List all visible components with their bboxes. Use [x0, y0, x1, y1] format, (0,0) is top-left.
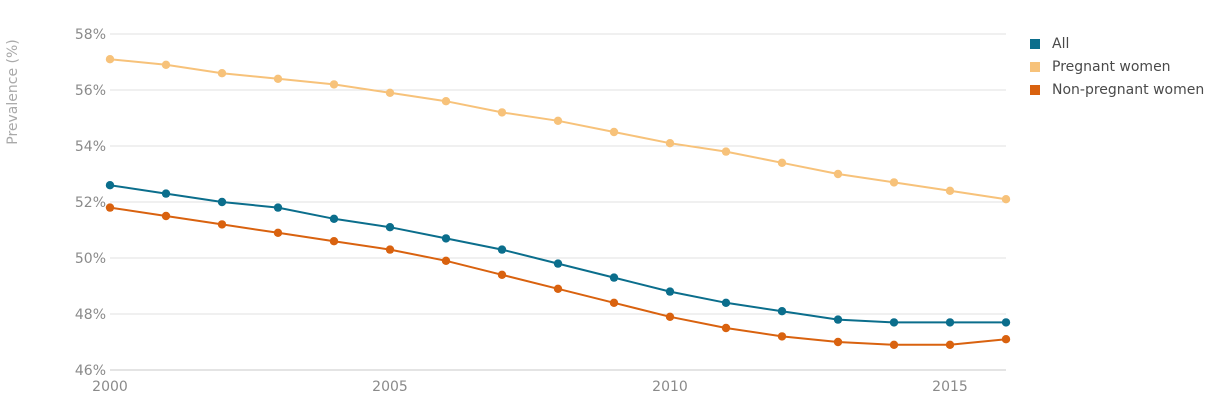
data-point — [609, 127, 619, 137]
y-tick-label: 52% — [75, 195, 106, 211]
data-point — [105, 203, 115, 212]
data-point — [497, 245, 507, 254]
data-point — [385, 245, 395, 254]
data-point — [273, 74, 283, 84]
data-point — [833, 315, 843, 324]
legend-label: Non-pregnant women — [1052, 81, 1205, 98]
data-point — [161, 60, 171, 69]
data-point — [777, 332, 787, 341]
data-point — [665, 312, 675, 321]
y-tick-label: 46% — [75, 363, 106, 379]
data-point — [217, 220, 227, 229]
data-point — [889, 318, 899, 327]
data-point — [609, 298, 619, 307]
series-all — [105, 181, 1011, 327]
data-point — [889, 178, 899, 187]
y-tick-label: 58% — [75, 27, 106, 43]
data-point — [945, 186, 955, 195]
data-point — [441, 234, 451, 243]
data-point — [1001, 318, 1011, 327]
data-point — [105, 181, 115, 190]
data-point — [665, 287, 675, 296]
data-point — [553, 116, 563, 126]
legend-swatch — [1030, 38, 1040, 49]
y-tick-label: 54% — [75, 139, 106, 155]
data-point — [441, 97, 451, 106]
data-point — [497, 108, 507, 117]
data-point — [1001, 335, 1011, 344]
y-tick-label: 56% — [75, 83, 106, 99]
legend-label: All — [1052, 35, 1070, 52]
data-point — [329, 214, 339, 223]
data-point — [945, 340, 955, 349]
x-axis-ticks: 2000 2005 2010 2015 — [92, 379, 968, 395]
x-tick-label: 2000 — [92, 379, 128, 395]
data-point — [833, 169, 843, 179]
data-point — [665, 139, 675, 148]
x-tick-label: 2005 — [372, 379, 408, 395]
data-point — [945, 318, 955, 327]
legend-swatch — [1030, 61, 1040, 72]
data-point — [385, 88, 395, 98]
data-point — [273, 203, 283, 212]
data-point — [553, 259, 563, 268]
data-point — [161, 189, 171, 198]
series-group — [105, 55, 1011, 349]
data-point — [329, 80, 339, 89]
x-tick-label: 2015 — [932, 379, 968, 395]
data-point — [273, 228, 283, 237]
data-point — [329, 237, 339, 246]
y-axis-label: Prevalence (%) — [5, 39, 21, 145]
data-point — [161, 211, 171, 221]
series-line — [109, 58, 1007, 201]
data-point — [889, 340, 899, 349]
data-point — [721, 147, 731, 156]
data-point — [217, 69, 227, 78]
legend-swatch — [1030, 84, 1040, 95]
data-point — [833, 337, 843, 347]
data-point — [553, 284, 563, 293]
data-point — [385, 223, 395, 232]
legend: All Pregnant women Non-pregnant women — [1030, 32, 1204, 101]
data-point — [497, 270, 507, 279]
data-point — [721, 298, 731, 307]
data-point — [721, 323, 731, 333]
y-tick-label: 50% — [75, 251, 106, 267]
y-axis-ticks: 46% 48% 50% 52% 54% 56% 58% — [75, 27, 106, 379]
series-line — [109, 184, 1006, 324]
legend-label: Pregnant women — [1052, 58, 1171, 75]
gridlines — [110, 33, 1006, 371]
legend-item[interactable]: Non-pregnant women — [1030, 78, 1204, 101]
y-tick-label: 48% — [75, 307, 106, 323]
x-tick-label: 2010 — [652, 379, 688, 395]
data-point — [217, 197, 227, 207]
data-point — [609, 273, 619, 282]
series-pregnant-women — [105, 55, 1011, 204]
data-point — [777, 307, 787, 316]
data-point — [105, 55, 115, 64]
series-line — [109, 206, 1007, 346]
series-non-pregnant-women — [105, 203, 1011, 349]
legend-item[interactable]: All — [1030, 32, 1204, 55]
data-point — [777, 158, 787, 167]
legend-item[interactable]: Pregnant women — [1030, 55, 1204, 78]
data-point — [441, 256, 451, 265]
data-point — [1001, 195, 1011, 204]
